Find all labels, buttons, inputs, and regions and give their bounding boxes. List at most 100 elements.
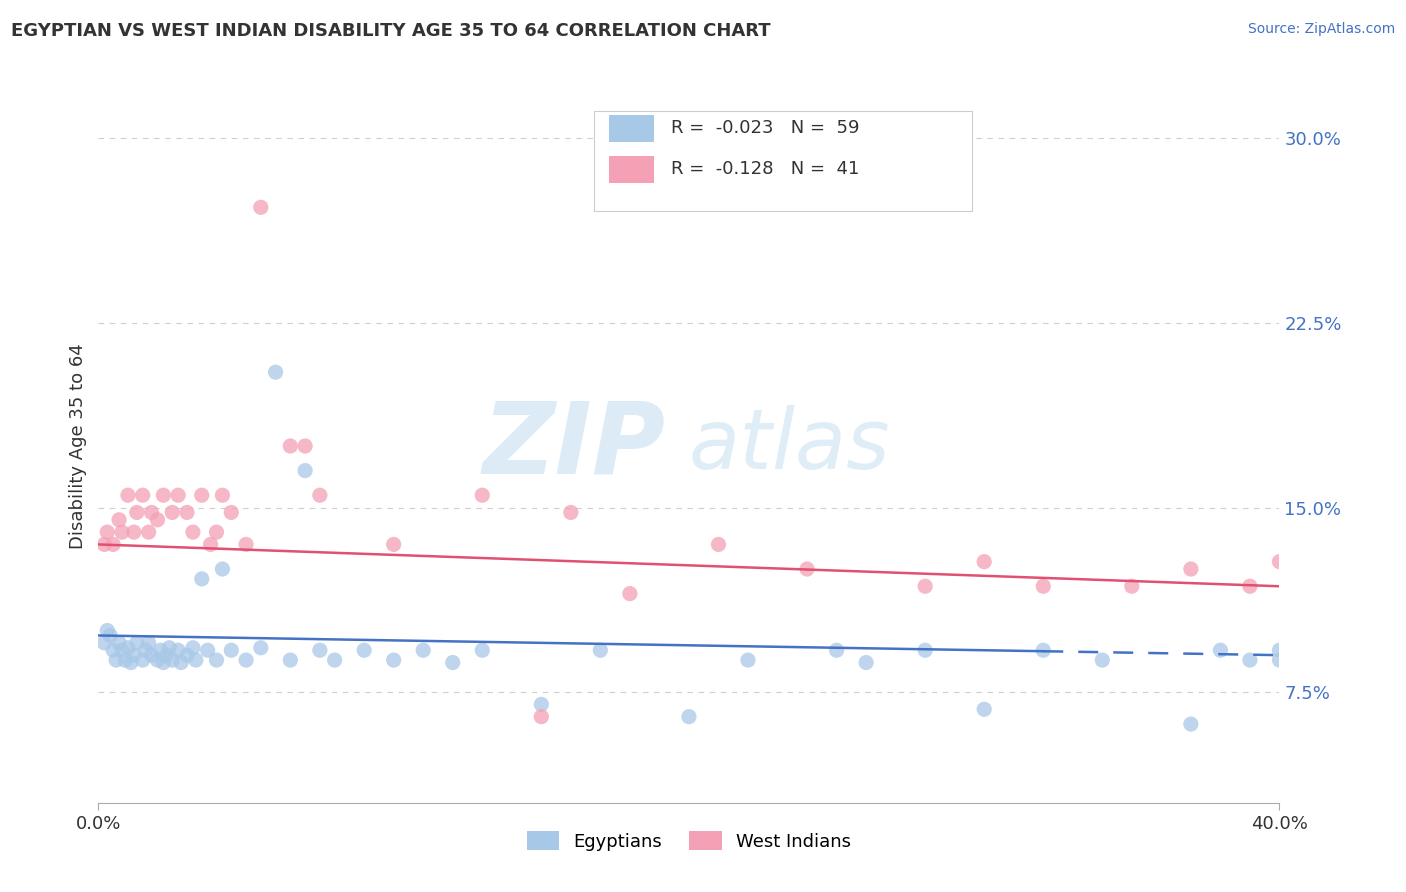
Point [141, 648, 163, 662]
Point [280, 439, 302, 453]
Point [353, 643, 375, 657]
Point [973, 702, 995, 716]
Point [235, 537, 257, 551]
Point [737, 653, 759, 667]
Point [122, 648, 145, 662]
Point [108, 636, 131, 650]
Point [973, 555, 995, 569]
Point [205, 653, 228, 667]
Point [167, 488, 190, 502]
Point [530, 709, 553, 723]
Point [200, 537, 222, 551]
Point [560, 505, 582, 519]
Point [117, 488, 139, 502]
Point [211, 562, 233, 576]
Point [1180, 562, 1202, 576]
Point [108, 513, 131, 527]
Bar [609, 115, 654, 142]
Point [382, 653, 405, 667]
Point [707, 537, 730, 551]
Text: ZIP: ZIP [482, 398, 665, 494]
Point [184, 653, 207, 667]
Point [323, 653, 346, 667]
Point [796, 562, 818, 576]
Point [125, 636, 148, 650]
Point [191, 572, 214, 586]
Legend: Egyptians, West Indians: Egyptians, West Indians [519, 824, 859, 858]
Point [111, 643, 134, 657]
Point [825, 643, 848, 657]
Point [114, 653, 136, 667]
Text: R =  -0.128   N =  41: R = -0.128 N = 41 [671, 161, 859, 178]
Point [135, 643, 157, 657]
Point [1091, 653, 1114, 667]
Y-axis label: Disability Age 35 to 64: Disability Age 35 to 64 [69, 343, 87, 549]
Point [250, 640, 273, 655]
Point [1180, 717, 1202, 731]
Text: EGYPTIAN VS WEST INDIAN DISABILITY AGE 35 TO 64 CORRELATION CHART: EGYPTIAN VS WEST INDIAN DISABILITY AGE 3… [11, 22, 770, 40]
Point [138, 636, 160, 650]
Text: Source: ZipAtlas.com: Source: ZipAtlas.com [1247, 22, 1395, 37]
Point [111, 525, 134, 540]
Point [855, 656, 877, 670]
Point [471, 643, 494, 657]
Point [167, 643, 190, 657]
Point [221, 505, 243, 519]
Bar [609, 155, 654, 183]
Point [96, 525, 118, 540]
Point [105, 653, 128, 667]
Point [162, 653, 183, 667]
Point [294, 464, 316, 478]
Point [103, 537, 125, 551]
Point [619, 587, 641, 601]
Point [157, 640, 180, 655]
Point [264, 365, 287, 379]
Point [197, 643, 219, 657]
Point [125, 505, 148, 519]
Point [309, 643, 332, 657]
Point [170, 656, 193, 670]
Point [103, 643, 125, 657]
Point [181, 640, 204, 655]
Point [914, 579, 936, 593]
Point [1268, 643, 1291, 657]
Point [441, 656, 464, 670]
Point [250, 200, 273, 214]
Point [1032, 579, 1054, 593]
Point [412, 643, 434, 657]
Point [280, 653, 302, 667]
Point [309, 488, 332, 502]
Point [1239, 653, 1261, 667]
Point [96, 624, 118, 638]
Point [471, 488, 494, 502]
Point [152, 488, 174, 502]
Point [1268, 555, 1291, 569]
Point [146, 513, 169, 527]
Point [211, 488, 233, 502]
Point [1268, 653, 1291, 667]
Point [678, 709, 700, 723]
Point [117, 640, 139, 655]
Point [530, 698, 553, 712]
Point [149, 643, 172, 657]
Point [138, 525, 160, 540]
Point [1121, 579, 1143, 593]
Point [141, 505, 163, 519]
Point [914, 643, 936, 657]
Point [176, 505, 198, 519]
Point [1209, 643, 1232, 657]
Point [93, 537, 115, 551]
Point [181, 525, 204, 540]
Point [205, 525, 228, 540]
FancyBboxPatch shape [595, 111, 973, 211]
Point [1032, 643, 1054, 657]
Point [382, 537, 405, 551]
Text: atlas: atlas [689, 406, 890, 486]
Point [146, 653, 169, 667]
Point [132, 488, 155, 502]
Point [132, 653, 155, 667]
Point [589, 643, 612, 657]
Point [294, 439, 316, 453]
Point [98, 628, 121, 642]
Point [120, 656, 142, 670]
